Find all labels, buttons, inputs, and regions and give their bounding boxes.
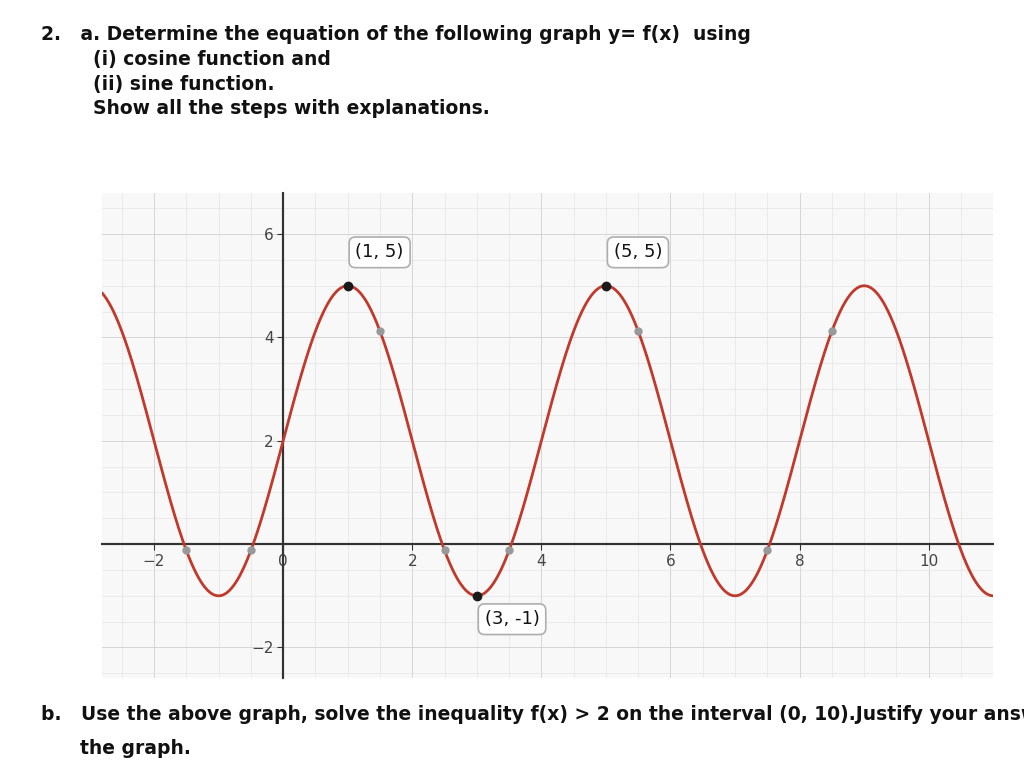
Text: (i) cosine function and: (i) cosine function and bbox=[41, 50, 331, 69]
Text: 2.   a. Determine the equation of the following graph y= f(x)  using: 2. a. Determine the equation of the foll… bbox=[41, 25, 751, 44]
Text: (1, 5): (1, 5) bbox=[355, 244, 403, 261]
Text: (ii) sine function.: (ii) sine function. bbox=[41, 75, 274, 94]
Text: b.   Use the above graph, solve the inequality f(x) > 2 on the interval (0, 10).: b. Use the above graph, solve the inequa… bbox=[41, 705, 1024, 725]
Text: Show all the steps with explanations.: Show all the steps with explanations. bbox=[41, 99, 489, 119]
Text: the graph.: the graph. bbox=[41, 739, 190, 758]
Text: (5, 5): (5, 5) bbox=[613, 244, 663, 261]
Text: (3, -1): (3, -1) bbox=[484, 610, 540, 628]
